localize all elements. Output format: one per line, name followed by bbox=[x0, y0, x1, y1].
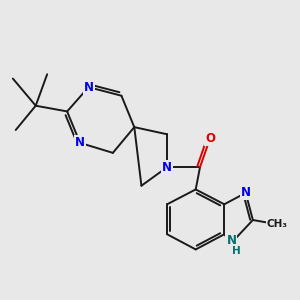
Text: N: N bbox=[162, 160, 172, 174]
Text: H: H bbox=[232, 246, 241, 256]
Text: N: N bbox=[226, 233, 236, 247]
Text: N: N bbox=[75, 136, 85, 149]
Text: N: N bbox=[241, 186, 251, 200]
Text: O: O bbox=[205, 132, 215, 145]
Text: CH₃: CH₃ bbox=[267, 219, 288, 229]
Text: N: N bbox=[84, 81, 94, 94]
